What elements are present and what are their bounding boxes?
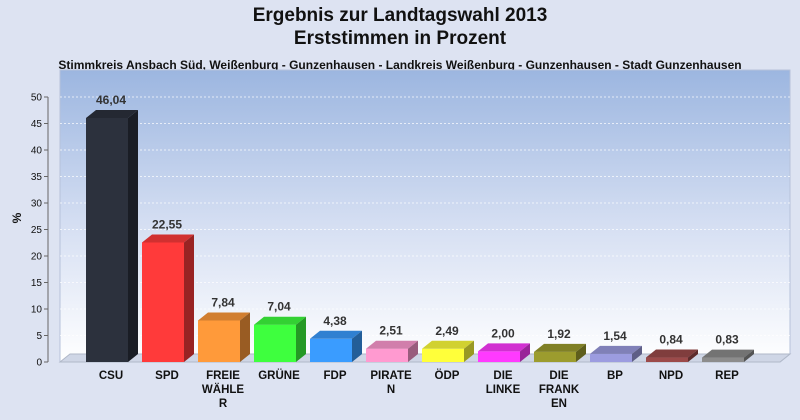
data-label: 22,55	[152, 217, 182, 231]
data-label: 46,04	[96, 93, 126, 107]
x-tick-label: BP	[607, 370, 623, 382]
bar-top	[590, 345, 642, 354]
bar-side	[408, 340, 418, 362]
bar-side	[744, 349, 754, 362]
data-label: 0,83	[715, 333, 739, 347]
bar-grüne	[254, 316, 306, 362]
bar-rep	[702, 349, 754, 362]
y-axis-title: %	[10, 212, 24, 223]
bar-top	[86, 109, 138, 118]
bar-side	[688, 349, 698, 362]
y-tick-label: 30	[31, 199, 43, 210]
bar-side	[296, 316, 306, 362]
bar-front	[534, 351, 576, 362]
bar-front	[646, 357, 688, 362]
bar-top	[478, 343, 530, 352]
y-tick-label: 20	[31, 252, 43, 263]
bar-front	[254, 324, 296, 362]
x-tick-label: DIE LINKE	[486, 370, 521, 396]
bar-side	[632, 345, 642, 362]
bar-top	[142, 234, 194, 243]
y-axis: 0 5 10 15 20 25 30 35 40 45 50	[31, 93, 49, 369]
data-label: 2,49	[435, 324, 459, 338]
x-tick-label: CSU	[99, 370, 123, 382]
data-label: 2,51	[379, 324, 403, 338]
x-tick-label: FDP	[324, 370, 347, 382]
y-tick-label: 10	[31, 305, 43, 316]
chart-subtitle: Erststimmen in Prozent	[293, 28, 507, 49]
x-tick-label: FREIE WÄHLE R	[202, 370, 244, 410]
x-tick-label: SPD	[155, 370, 179, 382]
bar-top	[366, 340, 418, 349]
data-label: 7,04	[267, 300, 291, 314]
bar-top	[534, 343, 586, 352]
x-tick-label: NPD	[659, 370, 683, 382]
bar-front	[422, 348, 464, 362]
bar-side	[352, 330, 362, 362]
bar-ödp	[422, 340, 474, 362]
bar-front	[310, 338, 352, 362]
bar-spd	[142, 234, 194, 362]
bar-top	[702, 349, 754, 358]
bar-top	[198, 312, 250, 321]
y-tick-label: 50	[31, 93, 43, 104]
x-tick-label: REP	[715, 370, 739, 382]
bar-front	[86, 117, 128, 362]
chart-header: Ergebnis zur Landtagswahl 2013 Erststimm…	[0, 4, 800, 72]
x-tick-label: DIE FRANK EN	[539, 370, 580, 410]
bar-side	[464, 340, 474, 362]
bar-npd	[646, 349, 698, 362]
bar-side	[184, 234, 194, 362]
data-label: 0,84	[659, 333, 683, 347]
bar-csu	[86, 109, 138, 362]
bar-bp	[590, 345, 642, 362]
bar-front	[142, 242, 184, 362]
bar-front	[478, 351, 520, 362]
data-label: 2,00	[491, 326, 515, 340]
bar-freie-wähler	[198, 312, 250, 362]
data-label: 7,84	[211, 295, 235, 309]
y-tick-label: 5	[36, 331, 42, 342]
data-label: 1,92	[547, 327, 571, 341]
bar-front	[198, 320, 240, 362]
x-tick-label: PIRATE N	[370, 370, 412, 396]
bar-front	[366, 348, 408, 362]
bar-side	[576, 343, 586, 362]
bar-front	[702, 357, 744, 362]
bar-fdp	[310, 330, 362, 362]
y-tick-label: 15	[31, 278, 43, 289]
bar-piraten	[366, 340, 418, 362]
bar-front	[590, 353, 632, 362]
bars	[86, 109, 754, 362]
x-tick-label: ÖDP	[435, 369, 460, 382]
bar-side	[128, 109, 138, 362]
chart-title: Ergebnis zur Landtagswahl 2013	[252, 5, 548, 26]
labels: 46,04 CSU 22,55 SPD 7,84 FREIE WÄHLE R 7,04 GRÜNE…	[96, 93, 739, 410]
bar-die-franken	[534, 343, 586, 362]
data-label: 1,54	[603, 329, 627, 343]
data-label: 4,38	[323, 314, 347, 328]
y-tick-label: 45	[31, 119, 43, 130]
y-tick-label: 25	[31, 225, 43, 236]
bar-top	[422, 340, 474, 349]
bar-side	[240, 312, 250, 362]
bar-top	[646, 349, 698, 358]
x-tick-label: GRÜNE	[258, 369, 300, 382]
y-tick-label: 0	[36, 358, 42, 369]
bar-side	[520, 343, 530, 362]
bar-top	[254, 316, 306, 325]
bar-top	[310, 330, 362, 339]
bar-die-linke	[478, 343, 530, 362]
y-tick-label: 40	[31, 146, 43, 157]
y-tick-label: 35	[31, 172, 43, 183]
chart-description: Stimmkreis Ansbach Süd, Weißenburg - Gun…	[58, 58, 742, 72]
